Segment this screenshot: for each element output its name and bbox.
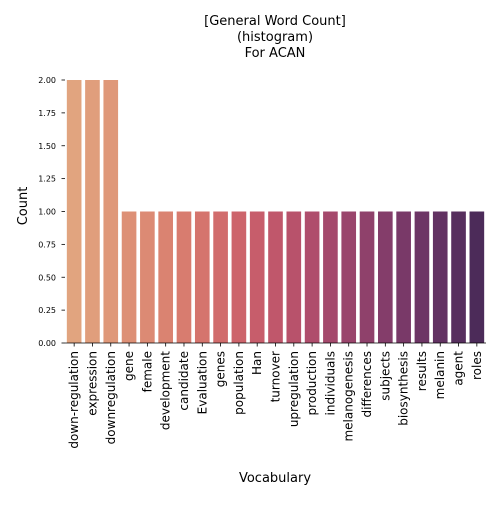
bar-roles xyxy=(469,211,485,343)
bar-individuals xyxy=(323,211,338,343)
x-tick-label-turnover: turnover xyxy=(269,351,283,402)
bar-melanin xyxy=(432,211,448,343)
x-tick-label-han: Han xyxy=(250,351,264,375)
chart-title: [General Word Count] (histogram) For ACA… xyxy=(204,14,346,61)
y-axis-label: Count xyxy=(16,187,31,226)
x-tick-label-individuals: individuals xyxy=(323,351,337,416)
x-tick-label-upregulation: upregulation xyxy=(287,351,301,427)
bar-female xyxy=(140,211,155,343)
y-tick-label: 1.50 xyxy=(38,142,56,151)
bar-production xyxy=(304,211,320,343)
x-tick-label-agent: agent xyxy=(452,351,466,386)
x-tick-label-downregulation: downregulation xyxy=(104,351,118,444)
x-tick-label-differences: differences xyxy=(360,351,374,418)
y-tick-label: 0.50 xyxy=(38,273,56,282)
bar-candidate xyxy=(176,211,192,343)
y-tick-label: 1.25 xyxy=(38,175,56,184)
x-tick-label-population: population xyxy=(232,351,246,415)
bar-han xyxy=(249,211,265,343)
bars xyxy=(66,80,485,343)
x-tick-label-roles: roles xyxy=(470,351,484,380)
bar-biosynthesis xyxy=(396,211,411,343)
bar-melanogenesis xyxy=(341,211,357,343)
bar-turnover xyxy=(268,211,283,343)
x-tick-label-female: female xyxy=(140,351,154,392)
bar-down-regulation xyxy=(66,80,82,343)
title-line-2: (histogram) xyxy=(237,30,313,45)
y-tick-label: 1.00 xyxy=(38,208,56,217)
x-tick-label-development: development xyxy=(159,351,173,430)
x-tick-label-down-regulation: down-regulation xyxy=(67,351,81,449)
x-tick-label-subjects: subjects xyxy=(378,351,392,401)
y-ticks: 0.00 0.25 0.50 0.75 1.00 1.25 1.50 1.75 2.00 xyxy=(38,76,65,348)
x-axis-label: Vocabulary xyxy=(239,471,311,486)
x-tick-label-melanogenesis: melanogenesis xyxy=(342,351,356,442)
bar-evaluation xyxy=(194,211,210,343)
x-tick-label-evaluation: Evaluation xyxy=(195,351,209,414)
bar-upregulation xyxy=(286,211,302,343)
bar-subjects xyxy=(378,211,393,343)
bar-results xyxy=(414,211,430,343)
x-tick-label-candidate: candidate xyxy=(177,351,191,411)
y-tick-label: 0.75 xyxy=(38,240,56,249)
y-tick-label: 0.25 xyxy=(38,306,56,315)
bar-development xyxy=(158,211,173,343)
title-line-1: [General Word Count] xyxy=(204,14,346,29)
bar-agent xyxy=(451,211,466,343)
bar-differences xyxy=(359,211,375,343)
x-tick-label-results: results xyxy=(415,351,429,391)
y-tick-label: 2.00 xyxy=(38,76,56,85)
bar-downregulation xyxy=(103,80,119,343)
bar-population xyxy=(231,211,247,343)
bar-genes xyxy=(213,211,228,343)
bar-gene xyxy=(121,211,137,343)
x-tick-label-genes: genes xyxy=(214,351,228,387)
y-tick-label: 1.75 xyxy=(38,109,56,118)
y-tick-label: 0.00 xyxy=(38,339,56,348)
bar-expression xyxy=(85,80,100,343)
x-tick-label-production: production xyxy=(305,351,319,415)
title-line-3: For ACAN xyxy=(245,46,306,61)
x-ticks: down-regulation expression downregulation g… xyxy=(67,343,484,449)
x-tick-label-melanin: melanin xyxy=(433,351,447,399)
x-tick-label-expression: expression xyxy=(85,351,99,416)
x-tick-label-biosynthesis: biosynthesis xyxy=(397,351,411,426)
x-tick-label-gene: gene xyxy=(122,351,136,381)
